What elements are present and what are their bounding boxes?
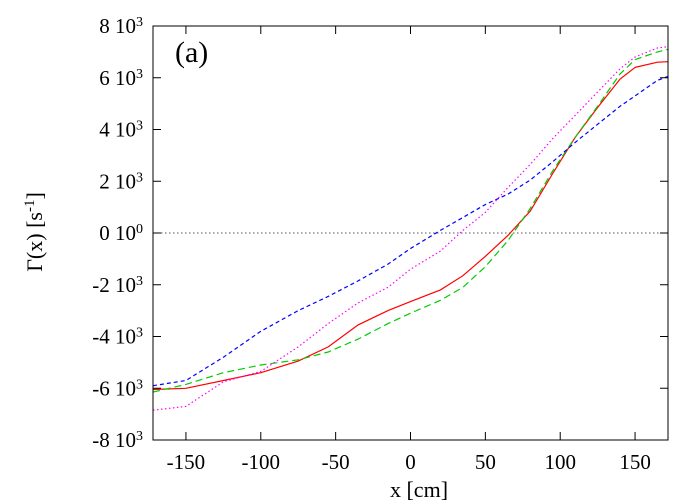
x-axis-title: x [cm]	[390, 477, 448, 500]
y-tick-label: 6 103	[99, 66, 143, 90]
panel-label: (a)	[175, 36, 208, 69]
series-line-3	[152, 75, 669, 387]
y-axis-title: Γ(x) [s-1]	[22, 192, 47, 272]
y-axis-title-main: Γ(x) [s	[22, 212, 47, 272]
y-tick-label: 2 103	[99, 169, 143, 193]
x-tick-label: 100	[544, 450, 576, 474]
y-axis-title-tail: ]	[22, 192, 47, 199]
x-tick-label: 150	[619, 450, 651, 474]
x-tick-label: 50	[475, 450, 496, 474]
series-line-4	[152, 46, 669, 411]
x-tick-label: -50	[322, 450, 350, 474]
y-tick-label: 8 103	[99, 14, 143, 38]
y-tick-label: -6 103	[92, 376, 143, 400]
series-line-2	[152, 48, 669, 393]
y-tick-label: -8 103	[92, 428, 143, 452]
series-layer	[152, 46, 669, 411]
x-tick-label: -100	[242, 450, 281, 474]
y-tick-label: -2 103	[92, 273, 143, 297]
ticks-layer: -150 -100 -50 0 50 100 150 8 103 6 103 4 103 2 103…	[92, 14, 668, 474]
y-tick-label: -4 103	[92, 325, 143, 349]
y-tick-label: 0 100	[99, 221, 143, 245]
series-line-1	[152, 61, 669, 391]
y-axis-title-sup: -1	[22, 200, 38, 213]
x-tick-label: -150	[167, 450, 206, 474]
y-tick-label: 4 103	[99, 118, 143, 142]
plot-frame	[152, 25, 669, 441]
x-tick-label: 0	[405, 450, 416, 474]
